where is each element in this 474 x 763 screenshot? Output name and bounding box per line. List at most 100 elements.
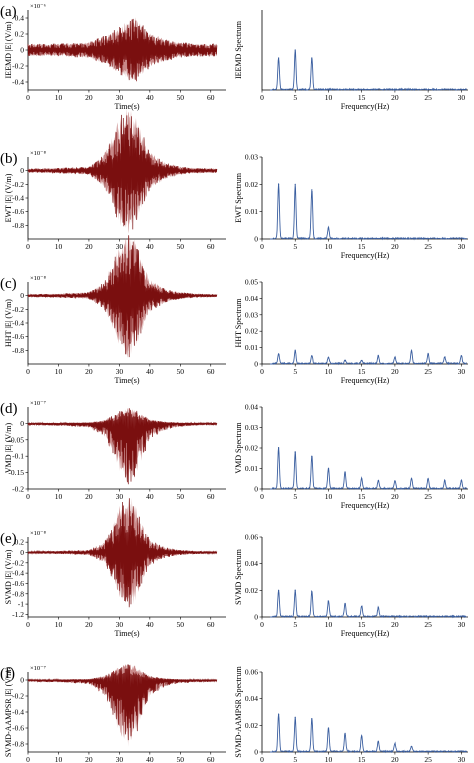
y-tick-label: 0.05: [245, 278, 258, 287]
spectrum-line: [270, 713, 468, 754]
y-tick-label: -0.8: [12, 221, 24, 230]
x-tick-label: 40: [146, 492, 154, 501]
y-tick-label: 0: [20, 291, 24, 300]
x-tick-label: 40: [146, 367, 154, 376]
x-tick-label: 10: [55, 242, 63, 251]
y-tick-label: 0.03: [245, 423, 258, 432]
x-tick-label: 30: [116, 755, 124, 763]
x-tick-label: 50: [177, 620, 185, 629]
axis-frame: [261, 537, 468, 618]
y-tick-label: 0.02: [245, 327, 258, 336]
x-tick-label: 60: [207, 367, 215, 376]
x-tick-label: 0: [260, 755, 264, 763]
y-tick-label: 0.01: [245, 464, 258, 473]
panel-7: 0 5 10 15 20 25 30 0 0.01 0.02 0.03 0.04 Frequency(H…: [234, 403, 468, 510]
x-tick-label: 10: [55, 367, 63, 376]
y-tick-label: -0.1: [12, 452, 24, 461]
spectrum-peak: [327, 227, 330, 229]
panel-letter: (e): [0, 531, 17, 547]
x-tick-label: 60: [207, 93, 215, 102]
x-axis-label: Time(s): [114, 102, 139, 111]
panel-letter: (a): [0, 4, 17, 20]
spectrum-peak: [361, 360, 363, 362]
y-tick-label: 0.06: [245, 668, 258, 677]
y-tick-label: 0: [254, 360, 258, 369]
x-tick-label: 20: [85, 492, 93, 501]
x-tick-label: 10: [325, 367, 333, 376]
spectrum-peak: [294, 350, 296, 352]
y-tick-label: -0.4: [12, 319, 24, 328]
spectrum-peak: [344, 603, 346, 605]
panel-1: 0 5 10 15 20 25 30 Frequency(Hz) IEEMD Spectrum: [234, 10, 468, 111]
x-tick-label: 0: [26, 242, 30, 251]
x-tick-label: 15: [358, 367, 366, 376]
spectrum-peak: [327, 600, 330, 602]
x-tick-label: 0: [26, 492, 30, 501]
y-axis-label: SVMD Spectrum: [234, 548, 243, 605]
signal-line: [27, 235, 218, 358]
spectrum-peak: [410, 746, 413, 748]
x-tick-label: 20: [85, 242, 93, 251]
x-tick-label: 30: [458, 620, 466, 629]
spectrum-peak: [294, 716, 296, 718]
x-axis-label: Frequency(Hz): [341, 102, 390, 111]
x-tick-label: 60: [207, 755, 215, 763]
x-tick-label: 20: [391, 367, 399, 376]
x-tick-label: 0: [26, 620, 30, 629]
y-tick-label: 0.2: [15, 538, 25, 547]
spectrum-peak: [327, 467, 330, 470]
x-tick-label: 20: [391, 242, 399, 251]
y-tick-label: -0.8: [12, 589, 24, 598]
y-tick-label: 0: [20, 166, 24, 175]
x-tick-label: 40: [146, 242, 154, 251]
spectrum-peak: [377, 480, 379, 482]
spectrum-peak: [410, 478, 413, 480]
spectrum-peak: [394, 480, 396, 482]
spectrum-peak: [311, 591, 313, 593]
y-axis-label: SVMD-AAMPSR Spectrum: [234, 666, 243, 758]
panel-letter: (c): [0, 276, 17, 292]
spectrum-peak: [460, 480, 462, 482]
spectrum-peak: [311, 718, 313, 720]
x-tick-label: 30: [116, 620, 124, 629]
y-tick-label: 0.06: [245, 533, 258, 542]
y-axis-label: EWT |E| (V/m): [4, 173, 13, 222]
y-axis-label: IEEMD Spectrum: [234, 20, 243, 79]
x-tick-label: 30: [458, 93, 466, 102]
spectrum-peak: [311, 57, 313, 59]
y-tick-label: 0: [254, 748, 258, 757]
panel-11: 05101520253000.020.040.06Frequency(Hz)SV…: [234, 666, 468, 763]
y-axis-label: IEEMD |E| (V/m): [4, 21, 13, 78]
x-tick-label: 50: [177, 755, 185, 763]
x-tick-label: 15: [358, 620, 366, 629]
y-tick-label: 0.04: [245, 694, 258, 703]
spectrum-peak: [377, 607, 379, 609]
y-tick-label: 0: [20, 46, 24, 55]
x-tick-label: 5: [293, 242, 297, 251]
x-tick-label: 0: [260, 492, 264, 501]
y-tick-label: -0.4: [12, 569, 24, 578]
y-tick-label: 0.03: [245, 310, 258, 319]
y-tick-label: 0: [254, 235, 258, 244]
x-tick-label: 10: [325, 93, 333, 102]
x-tick-label: 15: [358, 755, 366, 763]
y-tick-label: 0: [254, 613, 258, 622]
y-tick-label: -0.2: [12, 180, 24, 189]
y-tick-label: -1: [18, 600, 24, 609]
axis-multiplier: ×10⁻⁸: [30, 150, 47, 157]
x-tick-label: 20: [391, 93, 399, 102]
x-tick-label: 5: [293, 367, 297, 376]
y-tick-label: -0.4: [12, 194, 24, 203]
y-tick-label: -0.4: [12, 708, 24, 717]
y-tick-label: 0.2: [15, 30, 25, 39]
x-tick-label: 10: [55, 93, 63, 102]
spectrum-peak: [344, 472, 346, 474]
x-tick-label: 30: [458, 367, 466, 376]
x-tick-label: 50: [177, 367, 185, 376]
panel-letter: (b): [0, 151, 18, 167]
x-tick-label: 40: [146, 755, 154, 763]
spectrum-peak: [278, 353, 280, 355]
y-tick-label: -0.6: [12, 579, 24, 588]
x-tick-label: 0: [260, 620, 264, 629]
panel-2: (b) ×10⁻⁸ 0 10 20 30 40 50 60 -0.8 -0.6 -0.4 -0.2 0 EW…: [0, 108, 226, 251]
